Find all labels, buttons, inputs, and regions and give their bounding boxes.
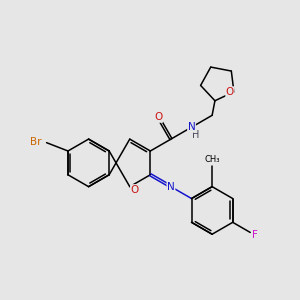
Text: CH₃: CH₃: [204, 155, 220, 164]
Text: F: F: [252, 230, 257, 240]
Text: O: O: [130, 184, 139, 195]
Text: N: N: [188, 122, 195, 132]
Text: H: H: [192, 130, 200, 140]
Text: O: O: [154, 112, 163, 122]
Text: Br: Br: [30, 137, 42, 147]
Text: O: O: [226, 87, 234, 97]
Text: N: N: [167, 182, 175, 192]
